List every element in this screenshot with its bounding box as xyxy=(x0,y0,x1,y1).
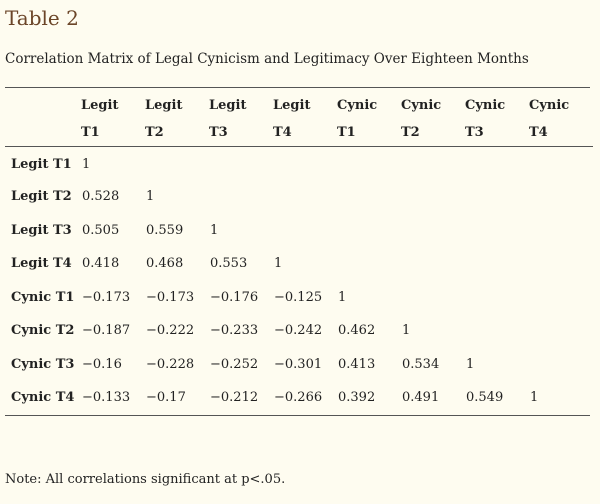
table-cell: −0.233 xyxy=(210,323,259,339)
row-header: Cynic T2 xyxy=(11,323,75,339)
table-row: Legit T3 0.505 0.559 1 xyxy=(5,214,593,248)
table-cell: 1 xyxy=(530,390,539,406)
table-cell xyxy=(401,247,465,281)
table-cell: −0.242 xyxy=(274,323,323,339)
table-cell: 0.559 xyxy=(146,222,184,238)
column-header: Legit T2 xyxy=(145,98,183,140)
table-cell xyxy=(337,247,401,281)
table-cell xyxy=(401,214,465,248)
table-cell xyxy=(529,314,593,348)
table-cell: 0.413 xyxy=(338,356,376,372)
table-cell xyxy=(337,180,401,214)
table-row: Cynic T2 −0.187 −0.222 −0.233 −0.242 0.462 1 xyxy=(5,314,593,348)
table-row: Legit T4 0.418 0.468 0.553 1 xyxy=(5,247,593,281)
table-cell: −0.212 xyxy=(210,390,259,406)
table-cell: −0.266 xyxy=(274,390,323,406)
table-row: Legit T2 0.528 1 xyxy=(5,180,593,214)
table-cell xyxy=(529,348,593,382)
table-cell xyxy=(337,214,401,248)
table-header-row: Legit T1 Legit T2 Legit T3 Legit T4 Cynic T1 … xyxy=(5,88,593,147)
table-cell xyxy=(529,281,593,315)
table-cell xyxy=(273,180,337,214)
table-note: Note: All correlations significant at p<… xyxy=(5,472,286,487)
table-cell: 1 xyxy=(338,289,347,305)
table-cell: 0.468 xyxy=(146,256,184,272)
table-cell: −0.173 xyxy=(146,289,195,305)
table-cell: 1 xyxy=(210,222,219,238)
table-cell xyxy=(465,247,529,281)
table-cell: 0.528 xyxy=(82,189,120,205)
table-cell: −0.301 xyxy=(274,356,323,372)
table-label: Table 2 xyxy=(5,6,79,30)
table-cell: −0.17 xyxy=(146,390,186,406)
table-cell xyxy=(529,247,593,281)
table-cell: −0.173 xyxy=(82,289,131,305)
column-header: Legit T3 xyxy=(209,98,247,140)
table-cell xyxy=(401,180,465,214)
table-cell xyxy=(465,314,529,348)
table-cell xyxy=(273,214,337,248)
table-cell xyxy=(529,180,593,214)
table-cell: 0.491 xyxy=(402,390,440,406)
row-header: Cynic T1 xyxy=(11,289,75,305)
table-cell: 1 xyxy=(466,356,475,372)
row-header: Legit T2 xyxy=(11,189,72,205)
row-header: Legit T3 xyxy=(11,222,72,238)
corner-cell xyxy=(5,88,81,147)
column-header: Legit T1 xyxy=(81,98,119,140)
table-cell: −0.16 xyxy=(82,356,122,372)
table-row: Cynic T3 −0.16 −0.228 −0.252 −0.301 0.413 0.53… xyxy=(5,348,593,382)
table-cell xyxy=(465,180,529,214)
table-row: Cynic T1 −0.173 −0.173 −0.176 −0.125 1 xyxy=(5,281,593,315)
correlation-matrix-table: Legit T1 Legit T2 Legit T3 Legit T4 Cynic T1 … xyxy=(5,88,593,415)
table-cell xyxy=(145,147,209,181)
table-cell: −0.228 xyxy=(146,356,195,372)
table-cell xyxy=(465,147,529,181)
table-cell: 1 xyxy=(146,189,155,205)
table-row: Legit T1 1 xyxy=(5,147,593,181)
column-header: Cynic T1 xyxy=(337,98,378,140)
table-cell xyxy=(401,281,465,315)
table-cell: −0.133 xyxy=(82,390,131,406)
table-cell: 0.462 xyxy=(338,323,376,339)
table-cell: 0.549 xyxy=(466,390,504,406)
table-cell: −0.125 xyxy=(274,289,323,305)
table-cell: 0.392 xyxy=(338,390,376,406)
row-header: Cynic T4 xyxy=(11,390,75,406)
table-cell xyxy=(209,147,273,181)
table-cell: −0.252 xyxy=(210,356,259,372)
table-cell: 1 xyxy=(82,156,91,172)
table-caption: Correlation Matrix of Legal Cynicism and… xyxy=(5,51,529,67)
column-header: Cynic T2 xyxy=(401,98,442,140)
table-cell xyxy=(337,147,401,181)
table-cell: 0.505 xyxy=(82,222,120,238)
table-cell xyxy=(273,147,337,181)
table-cell xyxy=(401,147,465,181)
table-body: Legit T1 1 Legit T2 0.528 1 Legit T3 0.505 0.55… xyxy=(5,147,593,415)
row-header: Legit T1 xyxy=(11,156,72,172)
table-row: Cynic T4 −0.133 −0.17 −0.212 −0.266 0.392 0.49… xyxy=(5,381,593,415)
table-cell xyxy=(209,180,273,214)
table-cell: 1 xyxy=(402,323,411,339)
table-cell: 0.418 xyxy=(82,256,120,272)
column-header: Cynic T4 xyxy=(529,98,570,140)
column-header: Legit T4 xyxy=(273,98,311,140)
table-cell: −0.176 xyxy=(210,289,259,305)
table-cell xyxy=(529,147,593,181)
table-cell: 0.534 xyxy=(402,356,440,372)
table-cell xyxy=(465,214,529,248)
table-cell: −0.187 xyxy=(82,323,131,339)
row-header: Cynic T3 xyxy=(11,356,75,372)
row-header: Legit T4 xyxy=(11,256,72,272)
table-cell: −0.222 xyxy=(146,323,195,339)
table-cell xyxy=(465,281,529,315)
column-header: Cynic T3 xyxy=(465,98,506,140)
table-cell xyxy=(529,214,593,248)
table-cell: 1 xyxy=(274,256,283,272)
table-cell: 0.553 xyxy=(210,256,248,272)
correlation-table-wrapper: Legit T1 Legit T2 Legit T3 Legit T4 Cynic T1 … xyxy=(5,87,593,416)
